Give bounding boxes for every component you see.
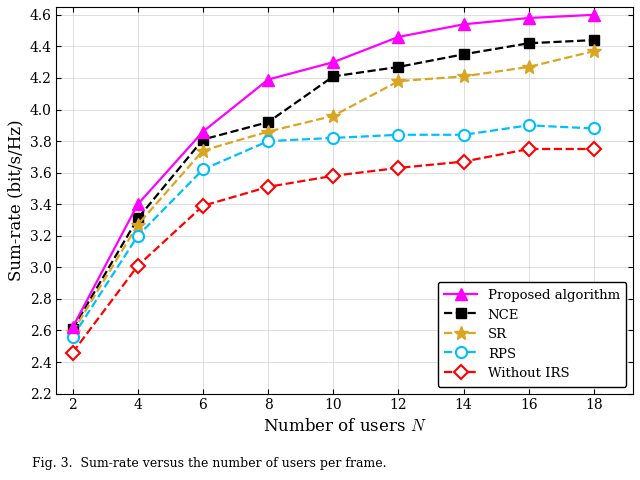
SR	[69, 329, 77, 335]
Without IRS	[69, 350, 77, 356]
Proposed algorithm	[199, 129, 207, 134]
NCE	[134, 216, 141, 221]
X-axis label: Number of users $N$: Number of users $N$	[263, 418, 427, 435]
Without IRS	[460, 159, 467, 165]
NCE	[460, 51, 467, 57]
Without IRS	[395, 165, 403, 171]
Line: NCE: NCE	[68, 35, 599, 334]
Proposed algorithm	[395, 34, 403, 40]
Without IRS	[264, 184, 272, 190]
SR	[264, 129, 272, 134]
RPS	[69, 334, 77, 340]
SR	[199, 148, 207, 154]
NCE	[199, 137, 207, 143]
RPS	[590, 126, 598, 132]
Proposed algorithm	[460, 22, 467, 27]
NCE	[525, 40, 532, 46]
NCE	[590, 37, 598, 43]
RPS	[264, 138, 272, 144]
Proposed algorithm	[264, 77, 272, 83]
RPS	[134, 233, 141, 239]
SR	[395, 78, 403, 84]
Line: Without IRS: Without IRS	[68, 144, 599, 358]
Without IRS	[134, 263, 141, 269]
NCE	[264, 119, 272, 125]
SR	[134, 222, 141, 228]
Proposed algorithm	[69, 324, 77, 330]
Without IRS	[330, 173, 337, 179]
RPS	[330, 135, 337, 141]
SR	[590, 48, 598, 54]
RPS	[525, 122, 532, 128]
Line: Proposed algorithm: Proposed algorithm	[67, 9, 600, 333]
Y-axis label: Sum-rate (bit/s/Hz): Sum-rate (bit/s/Hz)	[7, 120, 24, 281]
NCE	[395, 64, 403, 70]
Line: SR: SR	[66, 44, 601, 339]
Text: Fig. 3.  Sum-rate versus the number of users per frame.: Fig. 3. Sum-rate versus the number of us…	[32, 457, 387, 470]
Proposed algorithm	[590, 12, 598, 18]
Proposed algorithm	[134, 201, 141, 207]
RPS	[395, 132, 403, 138]
Without IRS	[199, 203, 207, 209]
RPS	[460, 132, 467, 138]
RPS	[199, 167, 207, 172]
NCE	[330, 73, 337, 79]
SR	[525, 64, 532, 70]
NCE	[69, 326, 77, 332]
SR	[460, 73, 467, 79]
Without IRS	[525, 146, 532, 152]
Proposed algorithm	[525, 15, 532, 21]
Legend: Proposed algorithm, NCE, SR, RPS, Without IRS: Proposed algorithm, NCE, SR, RPS, Withou…	[438, 282, 627, 387]
Line: RPS: RPS	[67, 120, 600, 342]
Proposed algorithm	[330, 60, 337, 65]
Without IRS	[590, 146, 598, 152]
SR	[330, 113, 337, 119]
